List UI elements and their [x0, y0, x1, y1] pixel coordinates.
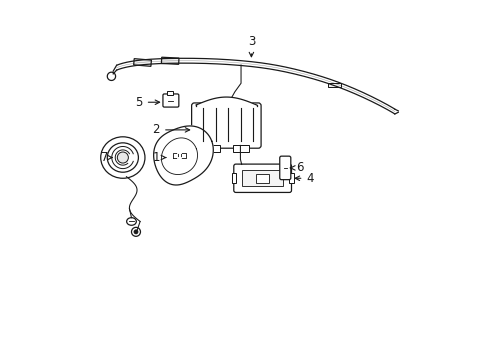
FancyBboxPatch shape	[279, 156, 290, 180]
Bar	[256, 174, 268, 183]
Bar	[237, 165, 245, 172]
Bar	[133, 59, 151, 66]
Polygon shape	[153, 126, 213, 185]
Ellipse shape	[101, 137, 144, 178]
FancyBboxPatch shape	[233, 164, 291, 193]
Circle shape	[134, 230, 138, 234]
Text: 5: 5	[135, 96, 159, 109]
Text: 7: 7	[101, 151, 112, 164]
Bar	[288, 174, 293, 183]
Text: 3: 3	[247, 35, 255, 57]
Text: 6: 6	[290, 161, 303, 174]
Bar	[232, 145, 248, 152]
Bar	[242, 170, 283, 186]
Bar	[231, 174, 236, 183]
Ellipse shape	[126, 218, 136, 225]
FancyBboxPatch shape	[191, 103, 261, 148]
Text: 4: 4	[295, 172, 313, 185]
Text: 1: 1	[152, 151, 165, 164]
Polygon shape	[181, 153, 186, 158]
Circle shape	[117, 152, 128, 163]
Bar	[203, 145, 220, 152]
Bar	[167, 91, 173, 95]
Text: 2: 2	[152, 123, 189, 136]
FancyBboxPatch shape	[163, 94, 179, 107]
Bar	[161, 57, 179, 64]
Bar	[327, 82, 340, 87]
Polygon shape	[173, 153, 178, 158]
Ellipse shape	[107, 143, 138, 172]
